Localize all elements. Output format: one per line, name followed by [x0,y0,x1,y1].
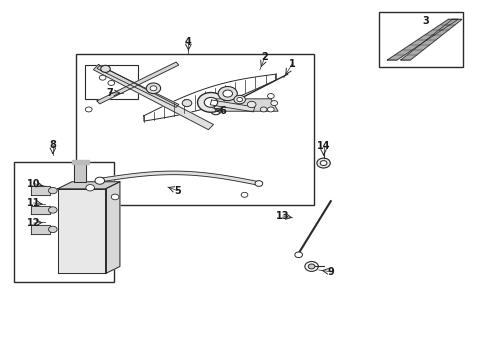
Polygon shape [97,62,179,104]
Circle shape [48,226,57,233]
Circle shape [86,185,94,191]
Polygon shape [97,66,179,107]
Polygon shape [105,182,120,274]
Text: 12: 12 [27,218,41,228]
Circle shape [236,98,242,102]
Circle shape [95,177,104,184]
Polygon shape [31,225,50,234]
Polygon shape [72,160,89,164]
Text: 8: 8 [49,140,56,150]
Circle shape [48,207,57,213]
Circle shape [320,161,326,166]
Circle shape [267,94,274,99]
Circle shape [204,98,217,107]
Circle shape [294,252,302,258]
Bar [76,54,314,206]
Polygon shape [386,19,457,60]
Text: 13: 13 [276,211,289,221]
Text: 4: 4 [184,37,191,48]
Bar [14,162,114,282]
Circle shape [267,107,274,112]
Circle shape [233,95,245,104]
Circle shape [150,86,157,91]
Circle shape [101,66,110,72]
Text: 3: 3 [422,16,428,26]
Circle shape [48,188,57,194]
Text: 14: 14 [316,141,330,152]
Polygon shape [74,164,86,182]
Polygon shape [400,19,461,60]
Circle shape [260,107,266,112]
Text: 6: 6 [219,106,226,116]
Circle shape [316,158,329,168]
Polygon shape [58,189,105,274]
Circle shape [223,90,232,97]
Circle shape [270,100,277,105]
Circle shape [85,107,92,112]
Circle shape [247,101,256,108]
Circle shape [146,83,160,94]
Polygon shape [100,171,259,185]
Text: 2: 2 [261,51,268,62]
Circle shape [241,192,247,197]
Text: 7: 7 [106,87,113,98]
Circle shape [255,181,262,186]
Circle shape [111,194,119,200]
Polygon shape [210,99,278,111]
Bar [378,12,462,67]
Circle shape [304,261,318,271]
Polygon shape [31,206,50,214]
Circle shape [182,100,191,107]
Polygon shape [143,74,275,121]
Polygon shape [210,100,254,112]
Circle shape [218,86,237,100]
Circle shape [108,81,114,85]
Polygon shape [93,64,213,130]
Text: 10: 10 [27,179,41,189]
Polygon shape [58,182,120,189]
Circle shape [99,75,106,80]
Circle shape [197,93,224,112]
Circle shape [210,108,220,115]
Text: 11: 11 [27,198,41,208]
Text: 5: 5 [174,186,181,195]
Polygon shape [31,186,50,195]
Circle shape [307,264,314,269]
Text: 1: 1 [288,59,295,68]
Bar [85,66,138,99]
Text: 9: 9 [326,267,333,277]
